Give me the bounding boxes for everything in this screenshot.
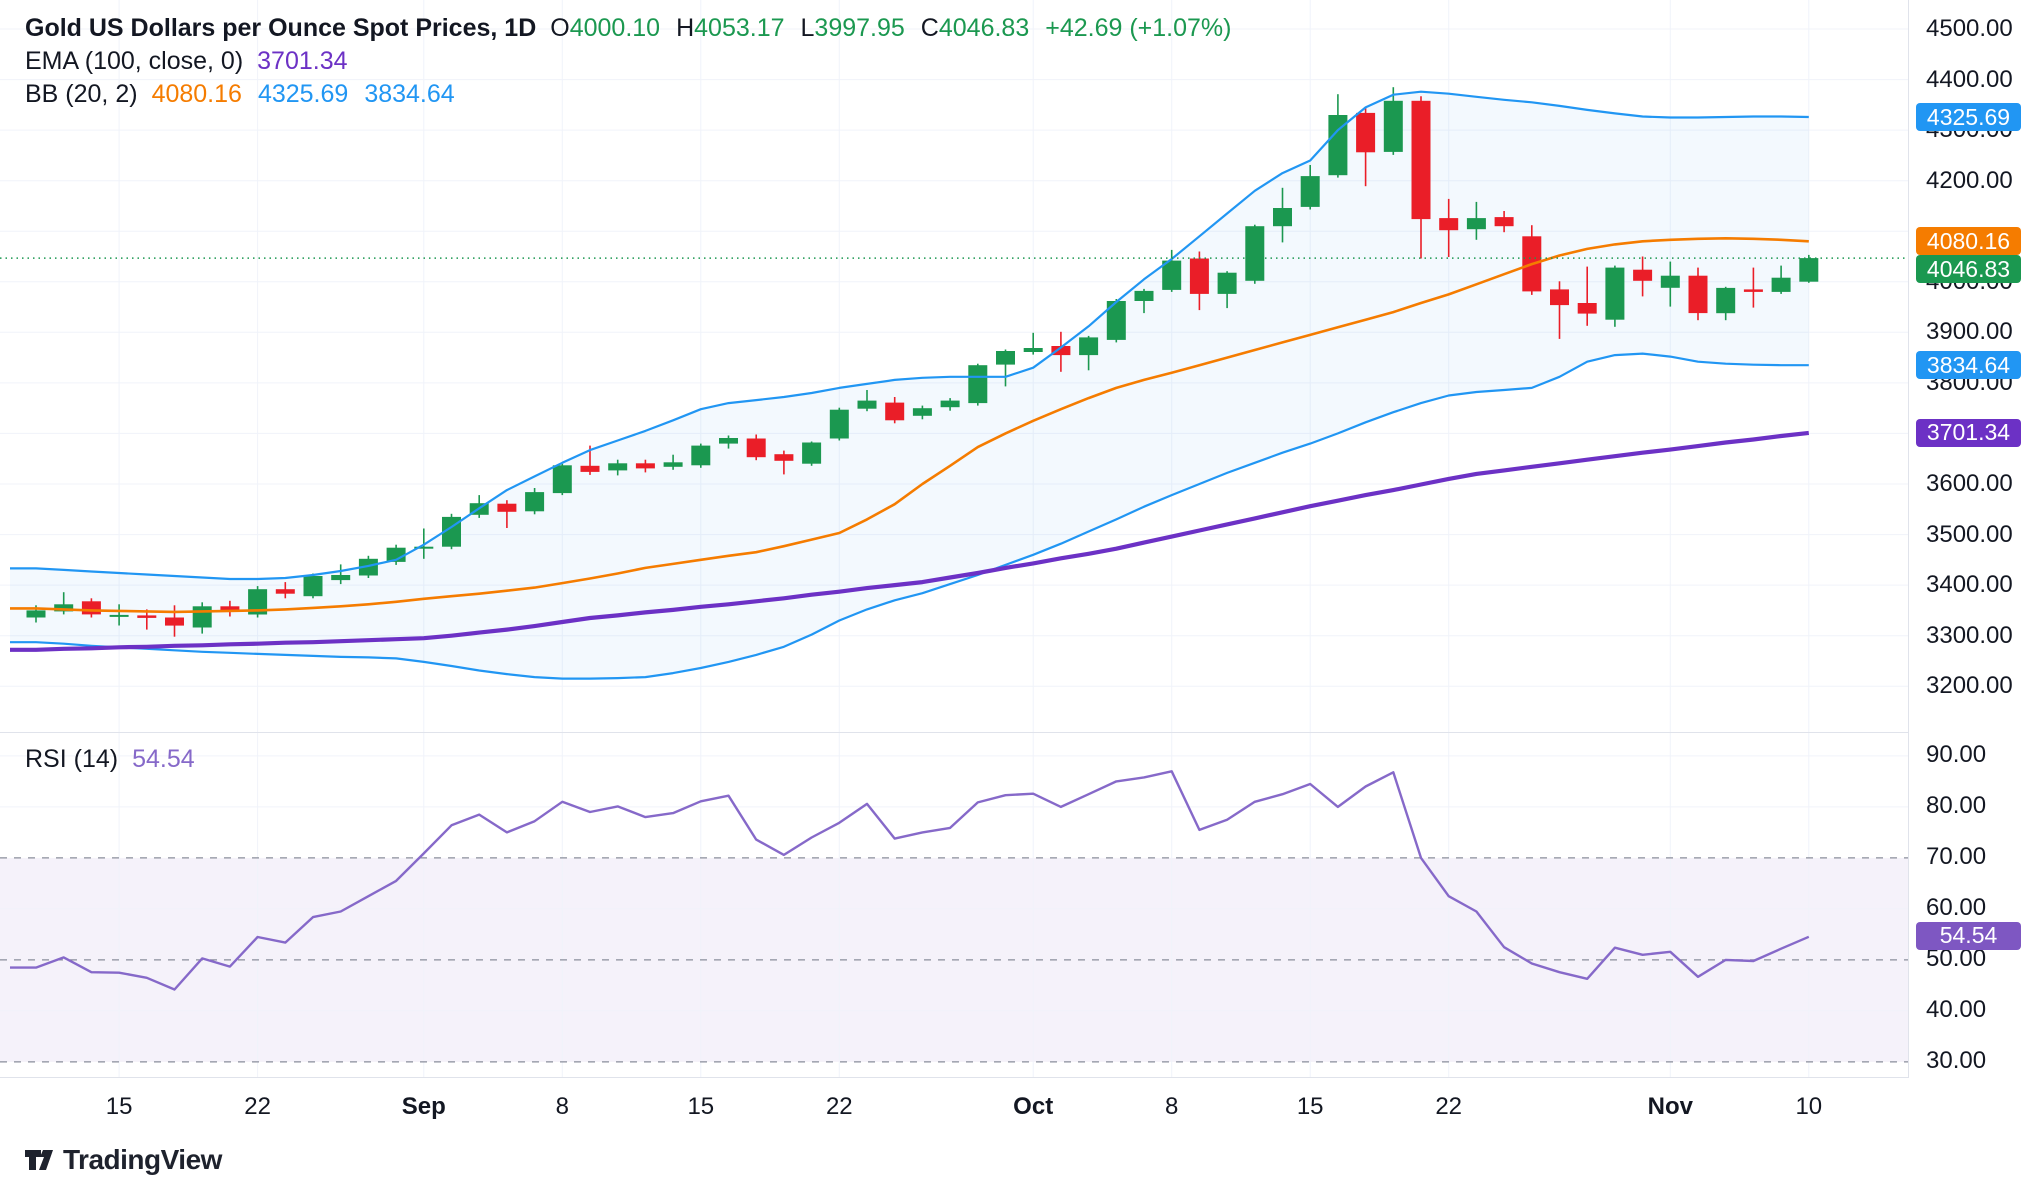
time-axis-label: 8 [1165, 1093, 1179, 1120]
rsi-label: RSI (14) [25, 745, 119, 773]
time-axis-label: Nov [1647, 1093, 1693, 1120]
bb-label: BB (20, 2) [25, 80, 138, 108]
bb-lower-value: 3834.64 [364, 80, 455, 108]
tradingview-logo[interactable]: TradingView [24, 1144, 222, 1176]
price-axis-label: 3200.00 [1926, 672, 2013, 700]
time-axis-label: 22 [244, 1093, 271, 1120]
open-value: 4000.10 [569, 14, 661, 42]
ema-value: 3701.34 [257, 47, 348, 75]
time-axis-label: Oct [1013, 1093, 1054, 1120]
tradingview-logo-text: TradingView [63, 1144, 222, 1175]
price-axis-label: 3500.00 [1926, 520, 2013, 548]
bb-basis-value: 4080.16 [151, 80, 242, 108]
high-label: H [676, 14, 695, 42]
open-label: O [550, 14, 570, 42]
ema-label: EMA (100, close, 0) [25, 47, 244, 75]
bb-upper-value: 4325.69 [257, 80, 349, 108]
rsi-pane[interactable]: RSI (14) 54.54 [0, 732, 1908, 1078]
rsi-axis-label: 80.00 [1926, 792, 1987, 819]
price-axis-label: 4400.00 [1926, 65, 2013, 93]
low-label: L [800, 14, 815, 42]
axis-price-badge: 54.54 [1916, 921, 2021, 950]
low-value: 3997.95 [814, 14, 905, 42]
price-axis-label: 3600.00 [1926, 470, 2013, 497]
price-axis-label: 4500.00 [1926, 15, 2013, 42]
change-value: +42.69 (+1.07%) [1045, 14, 1232, 42]
rsi-value: 54.54 [132, 745, 195, 773]
symbol-title: Gold US Dollars per Ounce Spot Prices, 1… [25, 14, 537, 42]
price-pane[interactable]: Gold US Dollars per Ounce Spot Prices, 1… [0, 0, 1908, 732]
bb-legend-row[interactable]: BB (20, 2) 4080.16 4325.69 3834.64 [25, 78, 1247, 111]
ema-legend-row[interactable]: EMA (100, close, 0) 3701.34 [25, 45, 1247, 78]
time-axis-label: 15 [687, 1093, 715, 1120]
price-axis-label: 3900.00 [1926, 318, 2013, 346]
price-legend: Gold US Dollars per Ounce Spot Prices, 1… [25, 12, 1247, 111]
axis-price-badge: 3701.34 [1916, 418, 2021, 447]
time-axis-label: 10 [1795, 1093, 1823, 1120]
price-axis-label: 3400.00 [1926, 571, 2013, 599]
axis-price-badge: 4080.16 [1916, 227, 2021, 256]
rsi-axis-label: 90.00 [1926, 741, 1987, 768]
time-axis-label: 22 [1435, 1093, 1463, 1120]
rsi-axis-label: 30.00 [1926, 1047, 1987, 1074]
axis-price-badge: 4046.83 [1916, 255, 2021, 284]
symbol-legend-row[interactable]: Gold US Dollars per Ounce Spot Prices, 1… [25, 12, 1247, 45]
close-value: 4046.83 [938, 14, 1030, 42]
rsi-axis-label: 60.00 [1926, 894, 1987, 921]
tradingview-logo-icon [25, 1150, 53, 1170]
axis-price-badge: 4325.69 [1916, 103, 2021, 132]
time-axis-label: Sep [401, 1093, 446, 1120]
close-label: C [920, 14, 939, 42]
high-value: 4053.17 [694, 14, 785, 42]
time-axis-label: 22 [825, 1093, 853, 1120]
price-pane-canvas[interactable] [0, 0, 1908, 732]
time-axis[interactable]: 15 22 Sep 8 15 22 Oct 8 15 22 Nov 10 [0, 1077, 2035, 1136]
rsi-pane-canvas[interactable] [0, 733, 1908, 1078]
rsi-axis-label: 70.00 [1926, 843, 1987, 870]
price-axis-label: 4200.00 [1926, 166, 2013, 194]
time-axis-label: 15 [1296, 1093, 1324, 1120]
rsi-legend[interactable]: RSI (14) 54.54 [25, 743, 211, 776]
axis-price-badge: 3834.64 [1916, 351, 2021, 380]
time-axis-label: 15 [105, 1093, 133, 1120]
price-axis-label: 3300.00 [1926, 621, 2013, 649]
rsi-axis-label: 40.00 [1926, 996, 1987, 1023]
rsi-axis-label: 50.00 [1926, 945, 1987, 972]
time-axis-label: 8 [555, 1093, 569, 1120]
price-axis-column[interactable]: 4500.004400.004300.004200.004000.003900.… [1908, 0, 2035, 1078]
